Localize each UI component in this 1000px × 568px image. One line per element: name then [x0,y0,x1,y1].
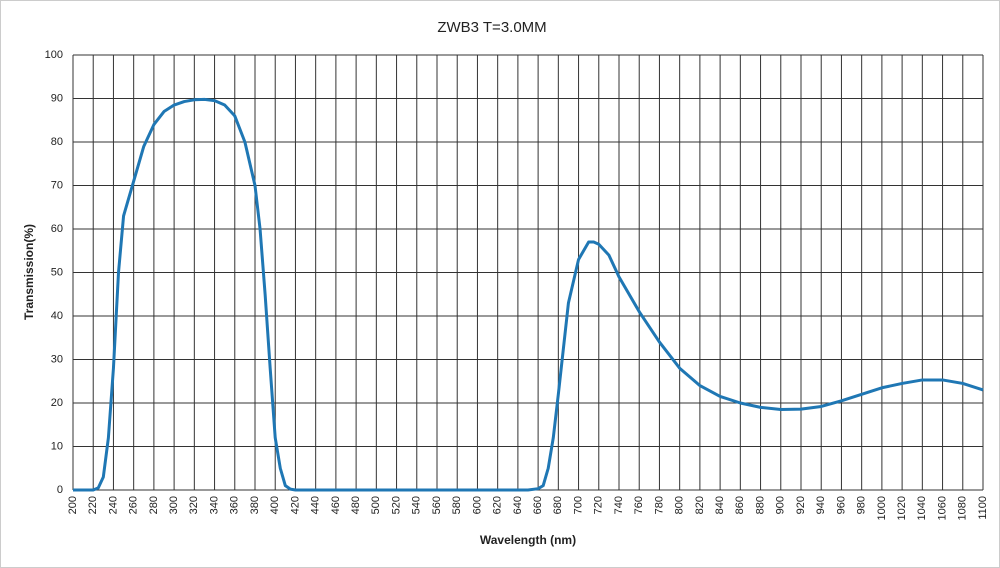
x-tick-label: 780 [653,496,665,514]
x-tick-label: 260 [128,496,140,514]
x-tick-label: 720 [593,496,605,514]
x-tick-label: 980 [856,496,868,514]
data-line [73,97,984,492]
x-tick-label: 820 [694,496,706,514]
y-axis-label: Transmission(%) [22,224,36,320]
x-tick-label: 880 [754,496,766,514]
y-tick-label: 20 [51,397,63,409]
x-tick-label: 1000 [876,496,888,520]
x-tick-label: 220 [87,496,99,514]
x-tick-label: 760 [633,496,645,514]
x-tick-label: 740 [613,496,625,514]
x-tick-label: 960 [835,496,847,514]
x-tick-label: 380 [249,496,261,514]
x-tick-label: 940 [815,496,827,514]
y-tick-label: 10 [51,440,63,452]
x-tick-label: 800 [674,496,686,514]
x-tick-label: 840 [714,496,726,514]
x-tick-label: 900 [775,496,787,514]
x-tick-label: 1040 [916,496,928,520]
y-tick-label: 80 [51,136,63,148]
chart-title: ZWB3 T=3.0MM [437,19,546,36]
y-tick-label: 30 [51,353,63,365]
x-tick-label: 300 [168,496,180,514]
x-tick-label: 340 [208,496,220,514]
x-tick-label: 600 [471,496,483,514]
x-tick-label: 280 [148,496,160,514]
x-tick-label: 860 [734,496,746,514]
x-tick-label: 500 [370,496,382,514]
x-tick-label: 460 [330,496,342,514]
x-tick-label: 640 [512,496,524,514]
y-tick-label: 50 [51,266,63,278]
y-tick-label: 40 [51,310,63,322]
x-tick-label: 700 [572,496,584,514]
x-tick-label: 520 [390,496,402,514]
y-tick-label: 0 [57,484,63,496]
y-tick-label: 70 [51,179,63,191]
x-tick-label: 400 [269,496,281,514]
y-tick-label: 60 [51,223,63,235]
y-tick-label: 90 [51,92,63,104]
x-tick-label: 360 [229,496,241,514]
x-tick-label: 1020 [896,496,908,520]
x-tick-label: 200 [67,496,79,514]
x-tick-label: 440 [310,496,322,514]
x-tick-label: 480 [350,496,362,514]
x-axis-label: Wavelength (nm) [480,533,576,547]
x-tick-label: 1100 [977,496,989,520]
x-tick-label: 320 [188,496,200,514]
x-tick-label: 920 [795,496,807,514]
x-tick-label: 680 [552,496,564,514]
x-tick-label: 240 [107,496,119,514]
y-tick-label: 100 [45,49,63,61]
x-tick-label: 540 [411,496,423,514]
x-tick-label: 420 [289,496,301,514]
x-tick-label: 1060 [936,496,948,520]
x-tick-label: 560 [431,496,443,514]
x-tick-label: 1080 [957,496,969,520]
x-tick-label: 580 [451,496,463,514]
x-tick-label: 620 [492,496,504,514]
x-tick-label: 660 [532,496,544,514]
